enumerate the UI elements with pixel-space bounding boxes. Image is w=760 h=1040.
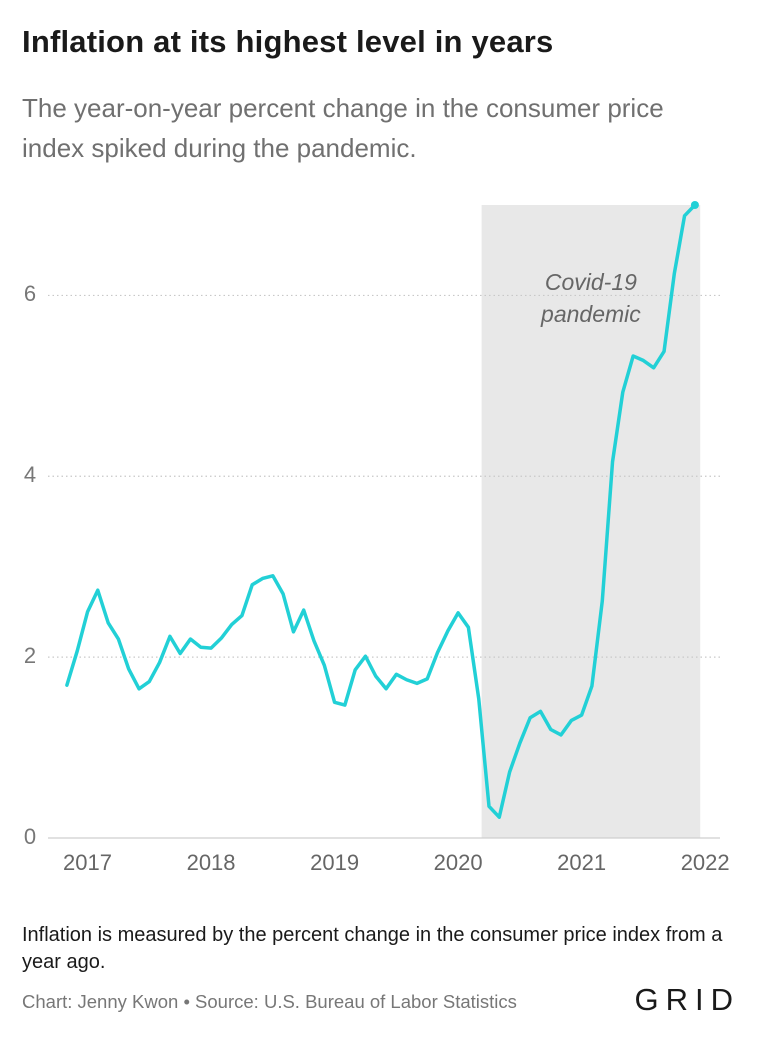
y-tick-label: 4	[24, 462, 36, 487]
y-tick-label: 2	[24, 643, 36, 668]
chart-subtitle: The year-on-year percent change in the c…	[22, 93, 664, 163]
footnote: Inflation is measured by the percent cha…	[22, 924, 723, 973]
y-tick-label: 0	[24, 824, 36, 849]
x-tick-label: 2021	[557, 850, 606, 875]
x-tick-label: 2018	[187, 850, 236, 875]
x-tick-label: 2022	[681, 850, 730, 875]
x-tick-label: 2020	[434, 850, 483, 875]
end-point	[690, 201, 699, 209]
x-tick-label: 2017	[63, 850, 112, 875]
annotation: pandemic	[540, 301, 641, 327]
shaded-period	[481, 205, 701, 838]
data-line	[65, 203, 697, 819]
source: Chart: Jenny Kwon • Source: U.S. Bureau …	[22, 991, 517, 1012]
annotation: Covid-19	[545, 269, 637, 295]
logo: GRID	[634, 982, 740, 1017]
x-tick-label: 2019	[310, 850, 359, 875]
chart-title: Inflation at its highest level in years	[22, 24, 554, 59]
y-tick-label: 6	[24, 281, 36, 306]
